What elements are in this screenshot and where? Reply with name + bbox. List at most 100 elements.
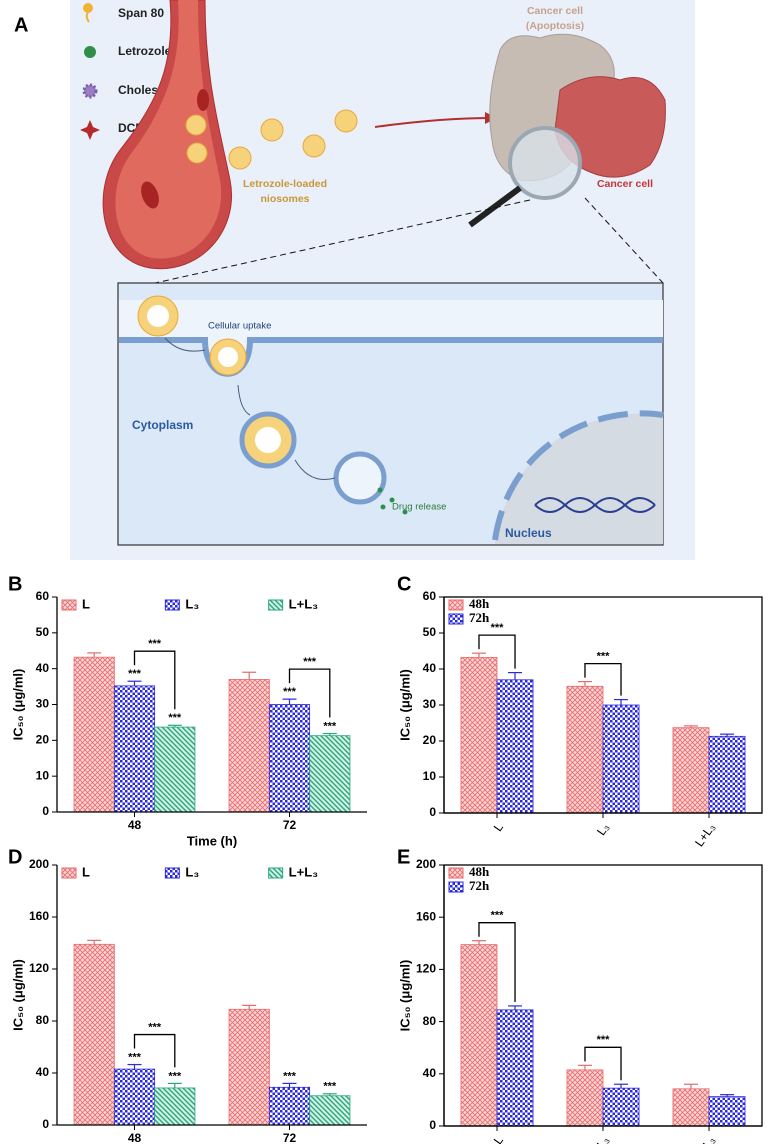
bracket <box>584 1046 622 1081</box>
y-tick-label: 80 <box>423 1014 437 1028</box>
y-tick-label: 0 <box>429 1118 436 1132</box>
bar <box>460 944 498 1127</box>
bracket-label: *** <box>597 651 611 663</box>
legend-swatch <box>164 599 180 611</box>
panel-label: B <box>8 573 22 595</box>
niosome-cores <box>147 305 281 453</box>
legend-swatch <box>448 867 464 879</box>
bar <box>309 735 351 813</box>
panel-label: A <box>14 14 28 36</box>
y-tick-label: 40 <box>36 1065 50 1079</box>
y-tick-label: 120 <box>29 961 49 975</box>
legend-swatch <box>164 867 180 879</box>
y-tick-label: 50 <box>423 625 437 639</box>
bracket-label: *** <box>148 1021 162 1033</box>
bar <box>73 656 115 813</box>
release-label: Drug release <box>392 502 446 513</box>
nucleus <box>495 413 663 544</box>
charts: B 0 10 20 30 40 50 60 IC₅₀ (μg/ml) Time (h) L L₃ L+L… <box>8 573 763 1144</box>
nucleus-label: Nucleus <box>505 526 552 540</box>
legend-label: L+L₃ <box>289 864 319 879</box>
nuclear-envelope <box>492 410 664 541</box>
bar <box>496 679 534 814</box>
bar <box>268 704 311 813</box>
significance: *** <box>168 712 182 724</box>
y-tick-label: 30 <box>36 697 50 711</box>
legend-label: 48h <box>469 596 490 611</box>
x-tick-label: L <box>491 820 506 834</box>
span-tail <box>85 11 90 23</box>
y-tick-label: 20 <box>423 733 437 747</box>
dna <box>534 497 656 513</box>
panel-a: A Span 80 Letrozole Cholesterol DCP <box>14 0 695 560</box>
legend-swatch <box>268 599 284 611</box>
bracket <box>478 922 516 1002</box>
x-tick-label: L+L₃ <box>692 1133 718 1144</box>
cytoplasm-label: Cytoplasm <box>132 418 193 432</box>
significance: *** <box>128 1051 142 1063</box>
y-tick-label: 200 <box>416 857 436 871</box>
uptake-label: Cellular uptake <box>208 321 271 332</box>
bar <box>672 727 710 814</box>
cholesterol-icon <box>82 83 98 99</box>
x-tick-label: 48 <box>128 1131 142 1144</box>
legend-swatch <box>61 867 77 879</box>
bracket-label: *** <box>597 1034 611 1046</box>
bar <box>602 704 640 814</box>
bar <box>154 726 196 813</box>
x-tick-label: L+L₃ <box>692 820 718 849</box>
x-tick-label: L₃ <box>594 1133 612 1144</box>
y-axis-label: IC₅₀ (μg/ml) <box>10 669 25 741</box>
apoptosis-label: (Apoptosis) <box>526 20 584 32</box>
apoptosis-label: Cancer cell <box>527 5 583 17</box>
panel-label: C <box>397 573 411 595</box>
y-tick-label: 200 <box>29 857 49 871</box>
bar <box>602 1087 640 1127</box>
y-tick-label: 80 <box>36 1013 50 1027</box>
y-axis-label: IC₅₀ (μg/ml) <box>397 669 412 741</box>
legend-swatch <box>448 881 464 893</box>
bracket-label: *** <box>148 638 162 650</box>
significance: *** <box>128 668 142 680</box>
arrow <box>374 117 494 128</box>
dcp-icon <box>80 120 100 140</box>
x-tick-label: L <box>491 1133 506 1144</box>
y-axis-label: IC₅₀ (μg/ml) <box>10 959 25 1031</box>
bar <box>309 1095 351 1126</box>
red-cell <box>197 89 209 111</box>
released-drug <box>377 487 408 515</box>
legend-label: L <box>82 596 90 611</box>
legend-icons <box>80 3 100 140</box>
significance: *** <box>283 1070 297 1082</box>
bar <box>708 735 746 814</box>
y-tick-label: 0 <box>42 1117 49 1131</box>
bar <box>113 1068 156 1126</box>
x-tick-label: 72 <box>283 818 297 832</box>
bracket <box>288 668 331 718</box>
y-tick-label: 50 <box>36 625 50 639</box>
bracket <box>584 662 622 696</box>
plot-frame <box>443 864 763 1127</box>
letrozole-icon <box>84 46 96 58</box>
legend-label: L₃ <box>185 864 199 879</box>
significance: *** <box>323 1081 337 1093</box>
span-icon <box>83 3 93 13</box>
y-axis-label: IC₅₀ (μg/ml) <box>397 960 412 1032</box>
y-tick-label: 40 <box>36 661 50 675</box>
y-tick-label: 120 <box>416 962 436 976</box>
y-tick-label: 30 <box>423 697 437 711</box>
niosome-label: Letrozole-loaded <box>243 178 327 190</box>
panel-label: D <box>8 846 22 868</box>
y-tick-label: 60 <box>36 589 50 603</box>
extracellular <box>119 300 663 374</box>
legend-label: L <box>82 864 90 879</box>
legend-label: 72h <box>469 878 490 893</box>
x-axis-label: Time (h) <box>187 833 237 848</box>
x-tick-label: L₃ <box>594 820 612 838</box>
y-tick-label: 0 <box>429 805 436 819</box>
bracket-label: *** <box>491 622 505 634</box>
magnifier-handle <box>468 185 522 228</box>
bar <box>73 943 115 1126</box>
legend-label: L₃ <box>185 596 199 611</box>
